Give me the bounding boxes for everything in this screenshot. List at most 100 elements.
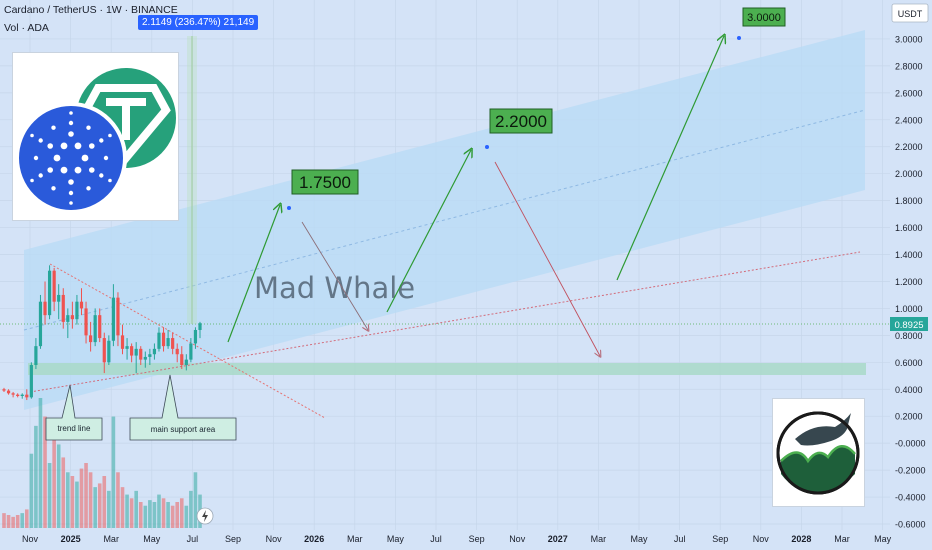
volume-bar	[193, 472, 198, 528]
volume-bar	[189, 490, 193, 528]
candle-body	[189, 343, 193, 360]
candle-body	[25, 394, 29, 398]
y-tick-label: -0.4000	[895, 493, 926, 503]
cardano-dot	[38, 138, 43, 143]
y-tick-label: 0.2000	[895, 412, 923, 422]
ascending-trend-line	[29, 251, 861, 393]
cardano-dot	[68, 131, 74, 137]
watermark-text: Mad Whale	[254, 271, 415, 305]
y-tick-label: 2.2000	[895, 142, 923, 152]
price-axis[interactable]: 3.0000 2.8000 2.6000 2.4000 2.2000 2.0000 1.80…	[895, 34, 926, 529]
candle-body	[148, 354, 152, 357]
svg-text:2.2000: 2.2000	[495, 112, 547, 131]
y-tick-label: -0.0000	[895, 439, 926, 449]
volume-bar	[129, 498, 134, 528]
candle-body	[16, 394, 20, 396]
y-tick-label: 1.0000	[895, 304, 923, 314]
svg-text:main support area: main support area	[151, 425, 216, 434]
volume-bar	[134, 490, 138, 528]
volume-bar	[184, 505, 189, 528]
cardano-dot	[88, 167, 95, 173]
volume-bar	[138, 502, 143, 528]
volume-bar	[93, 487, 97, 528]
volume-bar	[170, 505, 175, 528]
volume-bar	[125, 494, 129, 528]
candle-body	[120, 335, 125, 349]
x-tick-label: May	[874, 534, 892, 544]
volume-bar	[111, 416, 116, 528]
svg-text:USDT: USDT	[898, 9, 923, 19]
candle-body	[102, 338, 106, 363]
svg-text:0.8925: 0.8925	[894, 320, 923, 331]
y-tick-label: -0.2000	[895, 466, 926, 476]
cardano-dot	[38, 173, 43, 178]
x-tick-label: Sep	[225, 534, 241, 544]
cardano-icon	[15, 102, 127, 214]
cardano-dot	[108, 133, 112, 138]
volume-bar	[161, 498, 166, 528]
cardano-dot	[99, 138, 104, 143]
x-tick-label: Mar	[591, 534, 607, 544]
svg-text:3.0000: 3.0000	[747, 12, 781, 24]
target-callout-1: 1.7500	[287, 169, 359, 210]
volume-bar	[120, 487, 125, 528]
y-tick-label: 2.6000	[895, 88, 923, 98]
flash-icon[interactable]	[196, 507, 214, 525]
candle-body	[57, 294, 61, 302]
price-axis-bg	[890, 0, 932, 550]
volume-bar	[56, 444, 61, 528]
candle-body	[157, 332, 161, 349]
target-callout-2: 2.2000	[485, 108, 553, 149]
x-tick-label: Sep	[469, 534, 485, 544]
volume-bar	[43, 416, 47, 528]
candle-body	[180, 354, 184, 366]
volume-bar	[38, 398, 43, 528]
y-tick-label: 2.4000	[895, 115, 923, 125]
cardano-dot	[53, 154, 61, 162]
cardano-dot	[81, 154, 89, 162]
time-axis[interactable]: Nov 2025 Mar May Jul Sep Nov 2026 Mar May Jul Sep No…	[22, 534, 892, 544]
candle-body	[198, 323, 202, 330]
volume-bar	[175, 502, 180, 528]
candle-body	[79, 301, 84, 309]
whale-icon	[795, 413, 851, 446]
volume-bar	[52, 435, 56, 528]
x-tick-label: 2025	[61, 534, 81, 544]
candle-body	[47, 270, 52, 316]
candle-body	[38, 301, 43, 347]
candle-body	[193, 329, 198, 344]
x-tick-label: May	[630, 534, 648, 544]
cardano-dot	[60, 142, 68, 150]
resistance-trend-line	[49, 263, 326, 419]
x-tick-label: Nov	[22, 534, 39, 544]
candle-body	[2, 389, 6, 391]
candle-body	[107, 340, 111, 363]
volume-bar	[6, 515, 11, 528]
cardano-dot	[47, 143, 54, 149]
volume-bar	[15, 515, 20, 528]
candle-body	[184, 359, 188, 366]
x-tick-label: May	[387, 534, 405, 544]
volume-bar	[102, 476, 107, 528]
cardano-dot	[86, 186, 91, 191]
volume-bars	[2, 398, 202, 528]
candle-body	[116, 297, 120, 336]
cardano-dot	[33, 155, 39, 161]
volume-bar	[20, 513, 25, 528]
cardano-dot	[74, 166, 82, 174]
candle-body	[89, 335, 93, 343]
volume-bar	[116, 472, 120, 528]
x-tick-label: 2026	[304, 534, 324, 544]
candle-body	[111, 297, 115, 341]
candle-body	[125, 346, 129, 349]
cardano-dot	[108, 178, 112, 183]
candle-body	[152, 348, 157, 355]
candle-body	[43, 301, 47, 316]
candles	[2, 265, 202, 401]
volume-legend: Vol · ADA	[4, 22, 49, 34]
symbol-title[interactable]: Cardano / TetherUS · 1W · BINANCE	[4, 4, 178, 16]
cardano-dot	[86, 125, 91, 130]
volume-bar	[97, 483, 102, 528]
y-tick-label: 2.0000	[895, 169, 923, 179]
